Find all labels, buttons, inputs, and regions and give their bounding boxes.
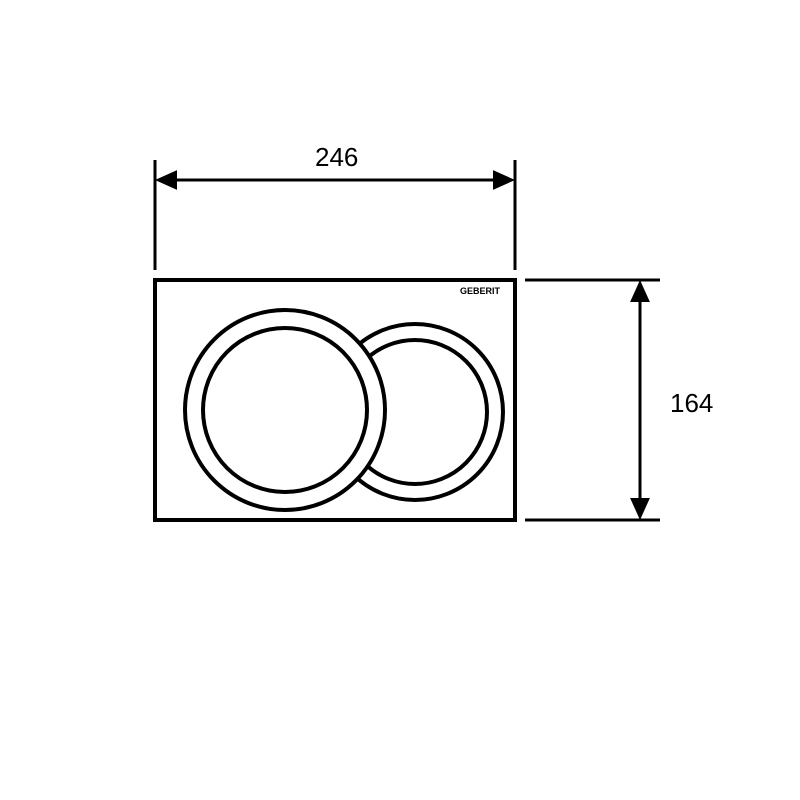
brand-label: GEBERIT (460, 286, 501, 296)
height-dimension-label: 164 (670, 388, 713, 419)
large-flush-button (185, 310, 385, 510)
width-dimension-label: 246 (315, 142, 358, 173)
width-arrow-right (493, 170, 515, 190)
technical-drawing: GEBERIT 246 164 (0, 0, 800, 800)
height-arrow-top (630, 280, 650, 302)
height-arrow-bottom (630, 498, 650, 520)
width-arrow-left (155, 170, 177, 190)
